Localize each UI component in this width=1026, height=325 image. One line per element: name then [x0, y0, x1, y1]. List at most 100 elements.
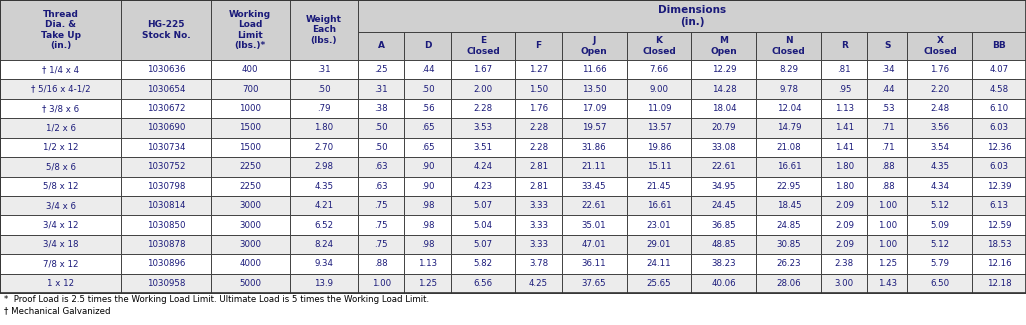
Bar: [289, 157, 358, 176]
Bar: [404, 79, 450, 99]
Text: 1.76: 1.76: [931, 65, 949, 74]
Text: .98: .98: [421, 221, 434, 229]
Bar: [358, 32, 404, 60]
Bar: [867, 79, 907, 99]
Text: .31: .31: [317, 65, 330, 74]
Text: 1/2 x 12: 1/2 x 12: [43, 143, 78, 152]
Bar: [358, 196, 404, 215]
Bar: [515, 79, 561, 99]
Text: 6.56: 6.56: [473, 279, 492, 288]
Bar: [821, 215, 867, 235]
Bar: [973, 60, 1026, 79]
Text: 11.09: 11.09: [646, 104, 671, 113]
Text: 16.61: 16.61: [646, 201, 671, 210]
Text: 9.34: 9.34: [314, 259, 333, 268]
Bar: [289, 60, 358, 79]
Bar: [121, 79, 211, 99]
Text: 3.00: 3.00: [835, 279, 854, 288]
Text: .44: .44: [880, 84, 895, 94]
Text: .90: .90: [421, 162, 434, 171]
Bar: [450, 118, 515, 138]
Text: .81: .81: [837, 65, 852, 74]
Text: 3000: 3000: [239, 201, 262, 210]
Text: 4.34: 4.34: [931, 182, 949, 191]
Bar: [907, 274, 973, 293]
Text: 33.08: 33.08: [712, 143, 737, 152]
Text: .79: .79: [317, 104, 330, 113]
Text: 5.12: 5.12: [931, 240, 949, 249]
Bar: [358, 215, 404, 235]
Bar: [289, 118, 358, 138]
Text: 1.80: 1.80: [314, 124, 333, 133]
Text: 31.86: 31.86: [582, 143, 606, 152]
Bar: [515, 118, 561, 138]
Bar: [0, 235, 121, 254]
Bar: [404, 157, 450, 176]
Text: M
Open: M Open: [711, 36, 738, 56]
Text: 1.25: 1.25: [418, 279, 437, 288]
Text: 1/2 x 6: 1/2 x 6: [45, 124, 76, 133]
Text: 2.48: 2.48: [931, 104, 949, 113]
Bar: [515, 254, 561, 274]
Text: 47.01: 47.01: [582, 240, 606, 249]
Text: 29.01: 29.01: [646, 240, 671, 249]
Bar: [0, 215, 121, 235]
Bar: [867, 99, 907, 118]
Bar: [0, 118, 121, 138]
Bar: [907, 32, 973, 60]
Bar: [973, 32, 1026, 60]
Bar: [756, 32, 821, 60]
Bar: [821, 60, 867, 79]
Bar: [289, 235, 358, 254]
Bar: [627, 60, 692, 79]
Text: 24.45: 24.45: [712, 201, 737, 210]
Bar: [907, 79, 973, 99]
Bar: [692, 274, 756, 293]
Bar: [289, 196, 358, 215]
Bar: [121, 254, 211, 274]
Text: 36.11: 36.11: [582, 259, 606, 268]
Text: 3.33: 3.33: [529, 221, 548, 229]
Text: 4.21: 4.21: [314, 201, 333, 210]
Text: † 1/4 x 4: † 1/4 x 4: [42, 65, 79, 74]
Text: K
Closed: K Closed: [642, 36, 676, 56]
Text: 3.56: 3.56: [931, 124, 949, 133]
Bar: [907, 254, 973, 274]
Text: 19.57: 19.57: [582, 124, 606, 133]
Bar: [404, 254, 450, 274]
Text: 30.85: 30.85: [777, 240, 801, 249]
Text: 12.36: 12.36: [987, 143, 1012, 152]
Bar: [821, 118, 867, 138]
Text: .50: .50: [421, 84, 434, 94]
Bar: [561, 235, 627, 254]
Text: 14.79: 14.79: [777, 124, 801, 133]
Text: 5000: 5000: [239, 279, 262, 288]
Bar: [121, 274, 211, 293]
Bar: [289, 79, 358, 99]
Text: .44: .44: [421, 65, 434, 74]
Bar: [907, 60, 973, 79]
Bar: [515, 235, 561, 254]
Bar: [627, 79, 692, 99]
Text: 1030636: 1030636: [147, 65, 186, 74]
Bar: [289, 254, 358, 274]
Bar: [0, 274, 121, 293]
Bar: [289, 274, 358, 293]
Bar: [692, 196, 756, 215]
Text: 12.39: 12.39: [987, 182, 1012, 191]
Bar: [973, 215, 1026, 235]
Text: 2.98: 2.98: [314, 162, 333, 171]
Text: 1030654: 1030654: [147, 84, 186, 94]
Text: 12.29: 12.29: [712, 65, 737, 74]
Bar: [0, 157, 121, 176]
Text: 48.85: 48.85: [712, 240, 737, 249]
Bar: [692, 176, 756, 196]
Bar: [907, 196, 973, 215]
Bar: [821, 254, 867, 274]
Text: 1.00: 1.00: [878, 240, 897, 249]
Bar: [627, 196, 692, 215]
Text: .31: .31: [374, 84, 388, 94]
Text: .71: .71: [880, 143, 895, 152]
Bar: [515, 215, 561, 235]
Text: .63: .63: [374, 182, 388, 191]
